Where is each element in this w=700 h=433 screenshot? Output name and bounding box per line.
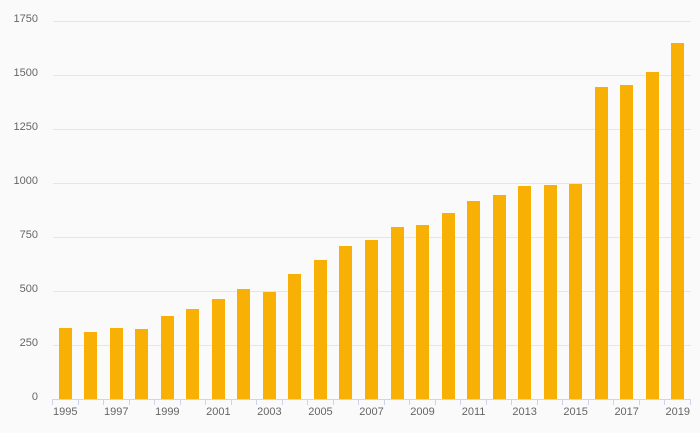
x-axis-label: 1999 xyxy=(155,406,180,418)
x-axis-tick xyxy=(434,400,436,405)
bar[interactable] xyxy=(84,332,98,399)
bar[interactable] xyxy=(58,327,72,399)
x-axis-tick xyxy=(613,400,615,405)
x-axis-tick xyxy=(205,400,207,405)
y-axis-label: 1750 xyxy=(13,13,38,25)
x-axis-tick xyxy=(307,400,309,405)
bar[interactable] xyxy=(569,184,583,399)
x-axis-tick xyxy=(511,400,513,405)
x-axis-label: 2007 xyxy=(359,406,384,418)
x-axis-label: 2013 xyxy=(512,406,537,418)
x-axis-tick xyxy=(383,400,385,405)
x-axis-tick xyxy=(664,400,666,405)
bar[interactable] xyxy=(160,315,174,399)
x-axis-tick xyxy=(562,400,564,405)
x-axis-label: 1997 xyxy=(104,406,129,418)
x-axis-label: 2005 xyxy=(308,406,333,418)
x-axis-tick xyxy=(179,400,181,405)
bar[interactable] xyxy=(339,245,353,399)
bar[interactable] xyxy=(416,225,430,399)
bar[interactable] xyxy=(645,71,659,399)
bar[interactable] xyxy=(313,259,327,399)
bar[interactable] xyxy=(671,42,685,399)
bar[interactable] xyxy=(211,298,225,399)
x-axis-tick xyxy=(230,400,232,405)
x-axis-tick xyxy=(409,400,411,405)
x-axis-label: 2011 xyxy=(461,406,486,418)
x-axis-tick xyxy=(256,400,258,405)
bar[interactable] xyxy=(543,185,557,399)
bar[interactable] xyxy=(441,213,455,399)
x-axis-label: 2003 xyxy=(257,406,282,418)
x-axis-label: 1995 xyxy=(53,406,78,418)
x-axis-tick xyxy=(690,400,691,405)
x-axis-tick xyxy=(77,400,79,405)
bar[interactable] xyxy=(620,84,634,399)
gridline xyxy=(52,20,691,22)
x-axis-tick xyxy=(638,400,640,405)
x-axis-tick xyxy=(358,400,360,405)
x-axis-tick xyxy=(128,400,130,405)
bar[interactable] xyxy=(262,292,276,399)
x-axis-tick xyxy=(332,400,334,405)
bar[interactable] xyxy=(237,288,251,399)
gridline xyxy=(52,128,691,130)
bar[interactable] xyxy=(518,186,532,399)
x-axis-tick xyxy=(52,400,53,405)
gridline xyxy=(52,182,691,184)
x-axis-tick xyxy=(460,400,462,405)
bar[interactable] xyxy=(186,309,200,399)
x-axis-label: 2017 xyxy=(614,406,639,418)
x-axis-label: 2015 xyxy=(563,406,588,418)
bar[interactable] xyxy=(594,86,608,399)
y-axis-label: 250 xyxy=(19,337,38,349)
gridline xyxy=(52,74,691,76)
y-axis-label: 750 xyxy=(19,229,38,241)
x-axis-label: 2009 xyxy=(410,406,435,418)
bar[interactable] xyxy=(492,194,506,399)
bar[interactable] xyxy=(109,327,123,399)
bar[interactable] xyxy=(135,328,149,399)
x-axis-tick xyxy=(281,400,283,405)
x-axis-tick xyxy=(536,400,538,405)
x-axis-tick xyxy=(103,400,105,405)
y-axis-label: 0 xyxy=(31,391,38,403)
y-axis-label: 500 xyxy=(19,283,38,295)
bar[interactable] xyxy=(288,273,302,399)
bar[interactable] xyxy=(467,201,481,399)
x-axis-label: 2001 xyxy=(206,406,231,418)
x-axis-label: 2019 xyxy=(665,406,690,418)
x-axis-line xyxy=(52,399,691,400)
y-axis-label: 1000 xyxy=(13,175,38,187)
gridline xyxy=(52,236,691,238)
y-axis-label: 1250 xyxy=(13,121,38,133)
x-axis-tick xyxy=(587,400,589,405)
x-axis-tick xyxy=(485,400,487,405)
x-axis-tick xyxy=(154,400,156,405)
y-axis-label: 1500 xyxy=(13,67,38,79)
bar[interactable] xyxy=(390,227,404,399)
bar[interactable] xyxy=(365,240,378,399)
